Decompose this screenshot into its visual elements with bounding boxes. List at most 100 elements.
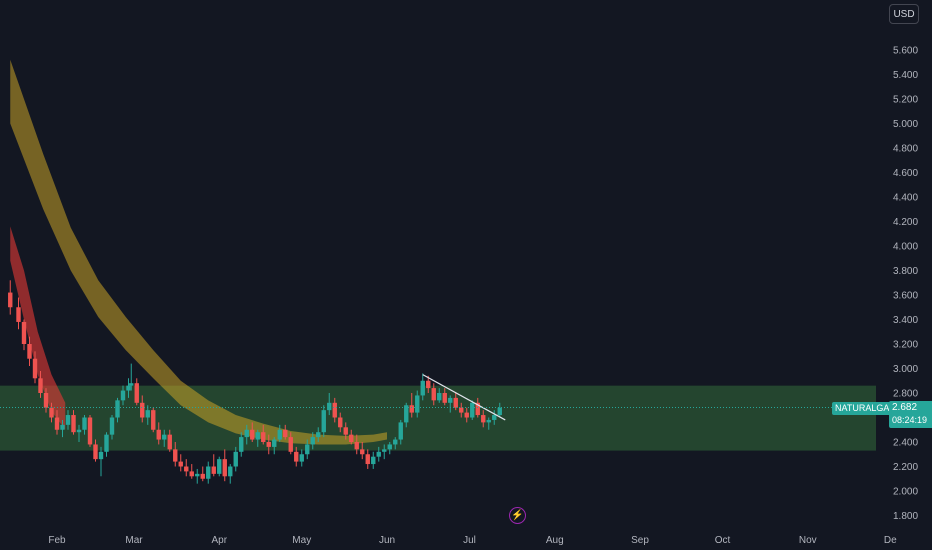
candle [115, 397, 120, 423]
candle-body [305, 444, 310, 455]
candle [239, 432, 244, 457]
candle-body [393, 439, 398, 445]
price-tick-label: 2.000 [893, 487, 918, 498]
candle [398, 419, 403, 445]
candle [43, 388, 49, 413]
candle-body [497, 407, 502, 416]
candle [426, 375, 431, 393]
candle-body [8, 292, 13, 308]
candle [497, 402, 502, 418]
candle [21, 319, 27, 351]
candle [294, 446, 299, 467]
candle-body [184, 466, 189, 472]
candle [54, 410, 60, 435]
price-tick-label: 2.200 [893, 462, 918, 473]
candle [343, 422, 348, 440]
price-tick-label: 4.000 [893, 242, 918, 253]
candle-body [82, 417, 87, 430]
candle-body [255, 432, 260, 440]
candle [195, 468, 200, 484]
candle [151, 407, 156, 433]
candle-body [349, 434, 354, 442]
candle [211, 454, 216, 477]
candle [233, 446, 238, 472]
candle [126, 378, 131, 398]
last-price-badge: 2.682 08:24:19 [889, 401, 932, 428]
candle [32, 351, 38, 384]
candle-body [299, 454, 304, 462]
symbol-label: NATURALGAS [832, 402, 899, 415]
candle [459, 402, 464, 418]
candle-body [481, 415, 486, 423]
candle [266, 434, 271, 455]
candle [299, 449, 304, 467]
candle [120, 385, 126, 406]
candle [228, 464, 233, 484]
candle [470, 400, 475, 420]
candle-body [76, 429, 82, 433]
candle [104, 432, 109, 457]
candle-body [27, 344, 32, 359]
candle-body [98, 451, 104, 460]
candle-body [360, 449, 365, 455]
candle-body [120, 390, 126, 401]
candle-body [426, 380, 431, 389]
candle-body [60, 424, 65, 430]
candle [492, 410, 497, 425]
time-tick-label: May [292, 535, 311, 546]
candle-body [310, 437, 315, 445]
candle [387, 442, 392, 455]
candle [409, 393, 414, 418]
candle [134, 378, 139, 406]
price-tick-label: 4.200 [893, 217, 918, 228]
candle-body [71, 415, 76, 433]
candle [250, 422, 255, 442]
price-tick-label: 2.800 [893, 389, 918, 400]
candle [206, 461, 211, 484]
bar-countdown: 08:24:19 [892, 415, 928, 425]
candle-body [189, 471, 194, 477]
candle-body [104, 434, 109, 452]
time-tick-label: Sep [631, 535, 649, 546]
candle [321, 405, 326, 438]
time-tick-label: Aug [546, 535, 564, 546]
candle-body [431, 388, 436, 401]
candle-body [222, 459, 227, 477]
candle [16, 297, 21, 330]
currency-button[interactable]: USD [889, 4, 919, 24]
candle-body [420, 380, 425, 396]
candle-body [486, 419, 491, 423]
candle-body [178, 461, 183, 467]
candle-body [54, 417, 60, 430]
candle-body [371, 456, 376, 465]
candle-body [261, 432, 266, 442]
candle-body [398, 422, 403, 440]
candle-body [437, 393, 442, 401]
candle-body [162, 434, 167, 440]
price-tick-label: 5.600 [893, 46, 918, 57]
price-tick-label: 5.200 [893, 95, 918, 106]
candle-body [145, 410, 150, 418]
time-tick-label: De [884, 535, 897, 546]
candle-body [211, 466, 216, 474]
candle-body [93, 444, 98, 460]
candle [283, 424, 288, 440]
candle [189, 464, 194, 479]
price-tick-label: 4.600 [893, 168, 918, 179]
price-tick-label: 1.800 [893, 511, 918, 522]
candle-body [228, 466, 233, 477]
candle-body [277, 429, 282, 440]
candle [288, 432, 293, 455]
candle-body [475, 402, 480, 416]
candle [360, 442, 365, 460]
trendline[interactable] [422, 374, 506, 421]
price-tick-label: 3.200 [893, 340, 918, 351]
candle-body [43, 393, 49, 408]
candle-body [448, 397, 453, 403]
candle-body [16, 307, 21, 322]
candle [145, 405, 150, 425]
candle [65, 410, 71, 430]
price-tick-label: 5.000 [893, 119, 918, 130]
lightning-bolt-icon[interactable]: ⚡ [509, 507, 526, 524]
